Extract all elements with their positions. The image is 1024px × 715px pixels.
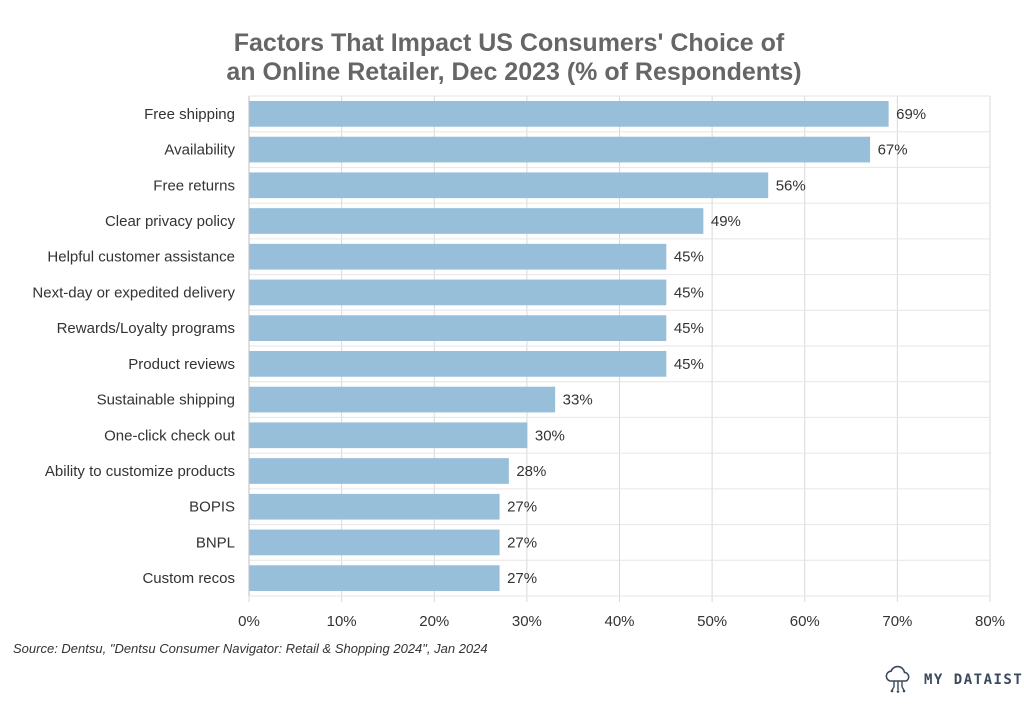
x-tick-label: 20% [419,613,449,630]
x-axis-ticks: 0% 10% 20% 30% 40% 50% 60% 70% 80% [238,613,1005,630]
category-label: Free shipping [144,106,235,123]
bar [249,208,704,234]
value-label: 30% [535,427,565,444]
category-label: Sustainable shipping [97,392,235,409]
value-label: 45% [674,356,704,373]
value-label: 67% [878,142,908,159]
value-label: 49% [711,213,741,230]
bar [249,386,556,413]
chart-title-line-2: an Online Retailer, Dec 2023 (% of Respo… [226,58,801,86]
value-label: 56% [776,177,806,194]
bar [249,458,509,484]
brand-name: MY DATAIST [924,672,1024,688]
x-tick-label: 60% [790,613,820,630]
source-note: Source: Dentsu, "Dentsu Consumer Navigat… [13,641,488,656]
chart-title-line-1: Factors That Impact US Consumers' Choice… [234,29,785,57]
category-label: One-click check out [104,427,236,444]
bar [249,351,667,377]
value-label: 33% [563,392,593,409]
value-label: 45% [674,284,704,301]
category-label: Ability to customize products [45,463,235,480]
brand-logo: MY DATAIST [882,664,1023,696]
x-tick-label: 80% [975,613,1005,630]
bar-chart: Factors That Impact US Consumers' Choice… [32,29,1005,630]
bar [249,136,871,163]
bar [249,315,667,341]
bar [249,172,769,199]
x-tick-label: 0% [238,613,260,630]
value-label: 28% [516,463,546,480]
gridlines [248,95,991,602]
category-label: Product reviews [128,356,235,373]
x-tick-label: 10% [327,613,357,630]
value-label: 27% [507,534,537,551]
value-label: 27% [507,499,537,516]
category-label: Rewards/Loyalty programs [57,320,235,337]
x-tick-label: 40% [604,613,634,630]
x-tick-label: 70% [882,613,912,630]
value-label: 27% [507,570,537,587]
x-tick-label: 30% [512,613,542,630]
value-labels: 69% 67% 56% 49% 45% 45% 45% 45% 33% 30% 28% 27% 27% 2… [507,106,926,587]
x-tick-label: 50% [697,613,727,630]
bar [249,493,500,520]
category-label: Clear privacy policy [105,213,236,230]
bar [249,101,889,127]
bar [249,243,667,270]
bar [249,422,528,449]
bar [249,279,667,306]
value-label: 45% [674,320,704,337]
category-labels: Free shipping Availability Free returns Cle… [32,106,235,587]
category-label: Custom recos [142,570,235,587]
bars [249,101,889,591]
category-label: Availability [164,142,235,159]
category-label: Free returns [153,177,235,194]
category-label: Helpful customer assistance [47,249,235,266]
category-label: BNPL [196,534,235,551]
value-label: 45% [674,249,704,266]
category-label: BOPIS [189,499,235,516]
bar [249,529,500,556]
category-label: Next-day or expedited delivery [32,284,235,301]
bar [249,565,500,591]
cloud-circuit-icon [885,665,910,693]
value-label: 69% [896,106,926,123]
